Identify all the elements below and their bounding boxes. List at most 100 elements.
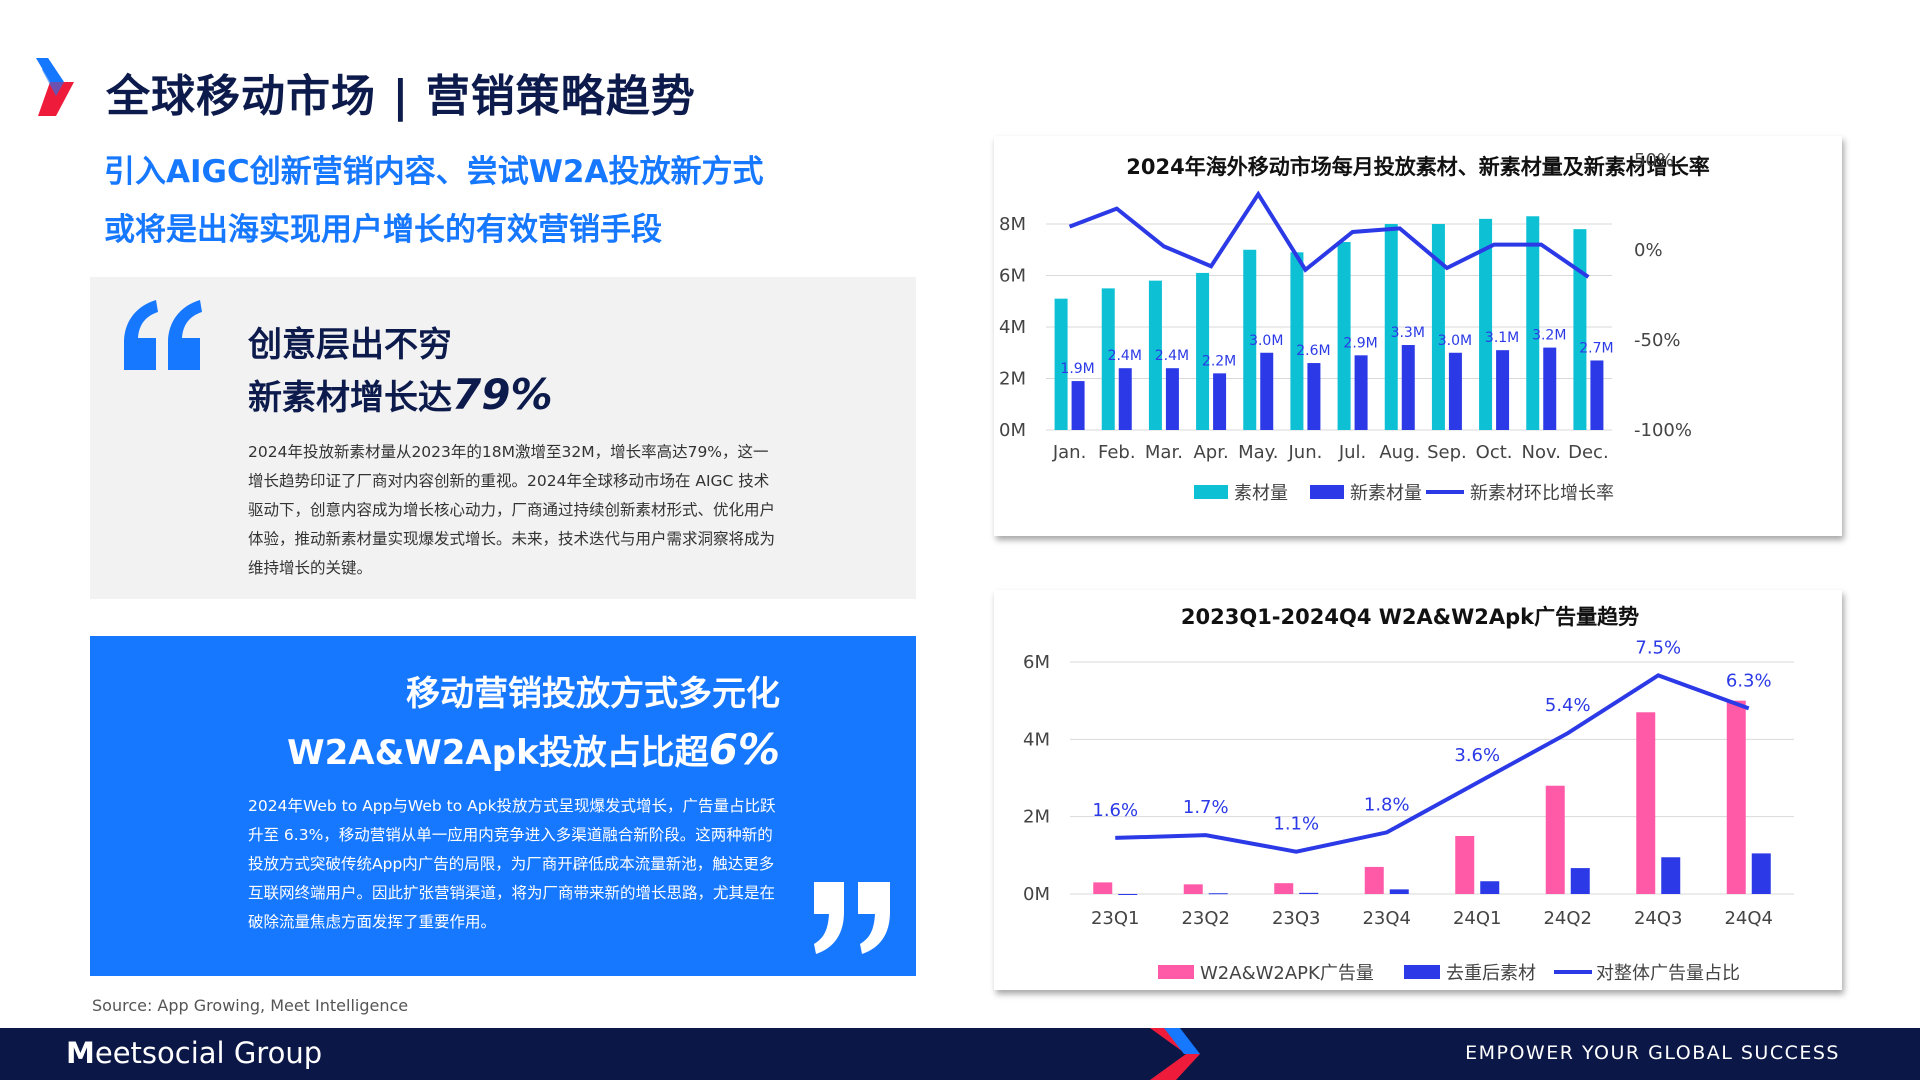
chart2-bar-ads <box>1636 712 1656 894</box>
chart2-y-tick: 6M <box>1023 652 1050 673</box>
chart2-line-label: 1.7% <box>1183 797 1229 818</box>
chart2-legend-share: 对整体广告量占比 <box>1596 963 1740 984</box>
chart2-x-tick: 24Q3 <box>1634 908 1683 929</box>
chart1-y2-tick: 50% <box>1634 150 1674 171</box>
chart1-bar-new <box>1307 363 1321 430</box>
chart2-bar-dedup <box>1661 857 1681 894</box>
chart1-bar-new-label: 2.2M <box>1202 353 1236 369</box>
page-title: 全球移动市场 | 营销策略趋势 <box>106 71 696 122</box>
creative-heading-line-2: 新素材增长达79% <box>248 370 553 423</box>
chart1-y2-tick: -50% <box>1634 330 1681 351</box>
chart1-bar-new-label: 3.2M <box>1532 328 1566 344</box>
chart1-bar-new <box>1165 368 1179 430</box>
chart2-line-label: 1.6% <box>1092 800 1138 821</box>
w2a-heading-line-1: 移动营销投放方式多元化 <box>406 674 780 714</box>
chart2-bar-dedup <box>1299 892 1319 894</box>
chart2-line-label: 7.5% <box>1635 637 1681 658</box>
chart1-bar-total <box>1337 242 1351 430</box>
chart1-x-tick: Aug. <box>1379 442 1420 463</box>
w2a-heading-prefix: W2A&W2Apk投放占比超 <box>287 733 709 773</box>
chart1-x-tick: Apr. <box>1193 442 1228 463</box>
chart1-bar-new-label: 1.9M <box>1060 361 1094 377</box>
w2a-insight-card <box>90 636 916 976</box>
chart1-legend-new: 新素材量 <box>1350 483 1422 504</box>
chart1-bar-new <box>1543 347 1557 430</box>
chart1-bar-total <box>1243 249 1257 430</box>
chart1-y2-tick: 0% <box>1634 240 1663 261</box>
chart1-bar-new <box>1354 355 1368 430</box>
chart2-line-label: 1.1% <box>1273 814 1319 835</box>
chart1-legend-growth: 新素材环比增长率 <box>1470 483 1614 504</box>
chart2-x-tick: 24Q4 <box>1724 908 1773 929</box>
creative-growth-number: 79% <box>452 370 553 419</box>
chart1-bar-new <box>1118 368 1132 430</box>
subtitle-line-2: 或将是出海实现用户增长的有效营销手段 <box>104 212 662 248</box>
chart2-x-tick: 23Q1 <box>1091 908 1140 929</box>
chart1-bar-total <box>1054 298 1068 430</box>
chart2-line-label: 3.6% <box>1454 745 1500 766</box>
chart2-legend-dedup: 去重后素材 <box>1446 963 1536 984</box>
chart2-bar-ads <box>1364 866 1384 894</box>
chart2-bar-ads <box>1545 785 1565 894</box>
footer-brand-name: eetsocial Group <box>94 1036 323 1070</box>
chart1-bar-new-label: 2.4M <box>1108 348 1142 364</box>
chart1-bar-new-label: 2.9M <box>1343 335 1377 351</box>
chart1-bar-new <box>1213 373 1227 430</box>
monthly-creative-chart: 2024年海外移动市场每月投放素材、新素材量及新素材增长率 0M 2M 4M 6M 8M -… <box>999 150 1710 504</box>
chart1-y-tick: 0M <box>999 420 1026 441</box>
close-quote-icon <box>814 882 890 954</box>
brand-chevron-logo <box>36 58 74 116</box>
chart1-bar-total <box>1290 252 1304 430</box>
chart2-x-tick: 23Q3 <box>1272 908 1321 929</box>
chart1-bar-new <box>1496 350 1510 430</box>
chart1-x-tick: Sep. <box>1427 442 1467 463</box>
chart1-bar-total <box>1384 224 1398 430</box>
w2a-heading-line-2: W2A&W2Apk投放占比超6% <box>287 722 780 781</box>
creative-heading-line-1: 创意层出不穷 <box>248 325 452 365</box>
creative-insight-card <box>90 277 916 599</box>
chart1-y-tick: 6M <box>999 266 1026 287</box>
chart1-y-tick: 2M <box>999 369 1026 390</box>
chart2-x-tick: 23Q4 <box>1362 908 1411 929</box>
w2a-trend-chart: 2023Q1-2024Q4 W2A&W2Apk广告量趋势 0M 2M 4M 6M 23Q1… <box>1023 605 1794 984</box>
chart1-x-tick: Nov. <box>1522 442 1561 463</box>
chart2-bar-ads <box>1455 836 1475 894</box>
creative-heading-prefix: 新素材增长达 <box>248 378 452 418</box>
chart1-x-tick: Oct. <box>1476 442 1513 463</box>
footer-chevron-icon <box>1150 1028 1200 1080</box>
chart2-y-tick: 4M <box>1023 729 1050 750</box>
chart1-bar-new-label: 3.3M <box>1391 325 1425 341</box>
chart2-legend-swatch-dedup <box>1404 965 1440 979</box>
footer-brand-logo: Meetsocial Group <box>66 1036 322 1070</box>
chart1-bar-new <box>1071 381 1085 430</box>
chart2-y-tick: 0M <box>1023 884 1050 905</box>
chart1-bar-new <box>1401 345 1415 430</box>
chart1-bar-total <box>1101 288 1115 430</box>
chart1-bar-total <box>1431 224 1445 430</box>
w2a-trend-chart-panel: 2023Q1-2024Q4 W2A&W2Apk广告量趋势 0M 2M 4M 6M 23Q1… <box>994 590 1842 990</box>
source-note: Source: App Growing, Meet Intelligence <box>92 996 409 1015</box>
footer-slogan: EMPOWER YOUR GLOBAL SUCCESS <box>1465 1042 1840 1064</box>
chart2-line-label: 1.8% <box>1364 794 1410 815</box>
chart1-x-tick: Dec. <box>1568 442 1609 463</box>
chart1-y-tick: 8M <box>999 214 1026 235</box>
chart2-bar-dedup <box>1389 889 1409 894</box>
chart1-legend-swatch-total <box>1194 485 1228 499</box>
chart2-bar-dedup <box>1118 894 1138 895</box>
chart2-y-tick: 2M <box>1023 807 1050 828</box>
chart2-bar-ads <box>1183 884 1203 894</box>
chart1-growth-line <box>1068 190 1590 279</box>
subtitle-line-1: 引入AIGC创新营销内容、尝试W2A投放新方式 <box>104 154 764 190</box>
chart2-share-line <box>1115 673 1750 854</box>
chart2-bar-ads <box>1274 883 1294 894</box>
chart2-title: 2023Q1-2024Q4 W2A&W2Apk广告量趋势 <box>1181 605 1639 629</box>
chart1-bar-new-label: 3.1M <box>1485 330 1519 346</box>
chart2-x-tick: 24Q2 <box>1543 908 1592 929</box>
footer-brand-mark: M <box>66 1036 95 1070</box>
monthly-creative-chart-panel: 2024年海外移动市场每月投放素材、新素材量及新素材增长率 0M 2M 4M 6M 8M -… <box>994 136 1842 536</box>
open-quote-icon <box>124 300 202 370</box>
chart1-bar-new-label: 2.4M <box>1155 348 1189 364</box>
chart1-legend-total: 素材量 <box>1234 483 1288 504</box>
chart1-bar-total <box>1479 218 1493 430</box>
chart2-bar-dedup <box>1480 881 1500 894</box>
